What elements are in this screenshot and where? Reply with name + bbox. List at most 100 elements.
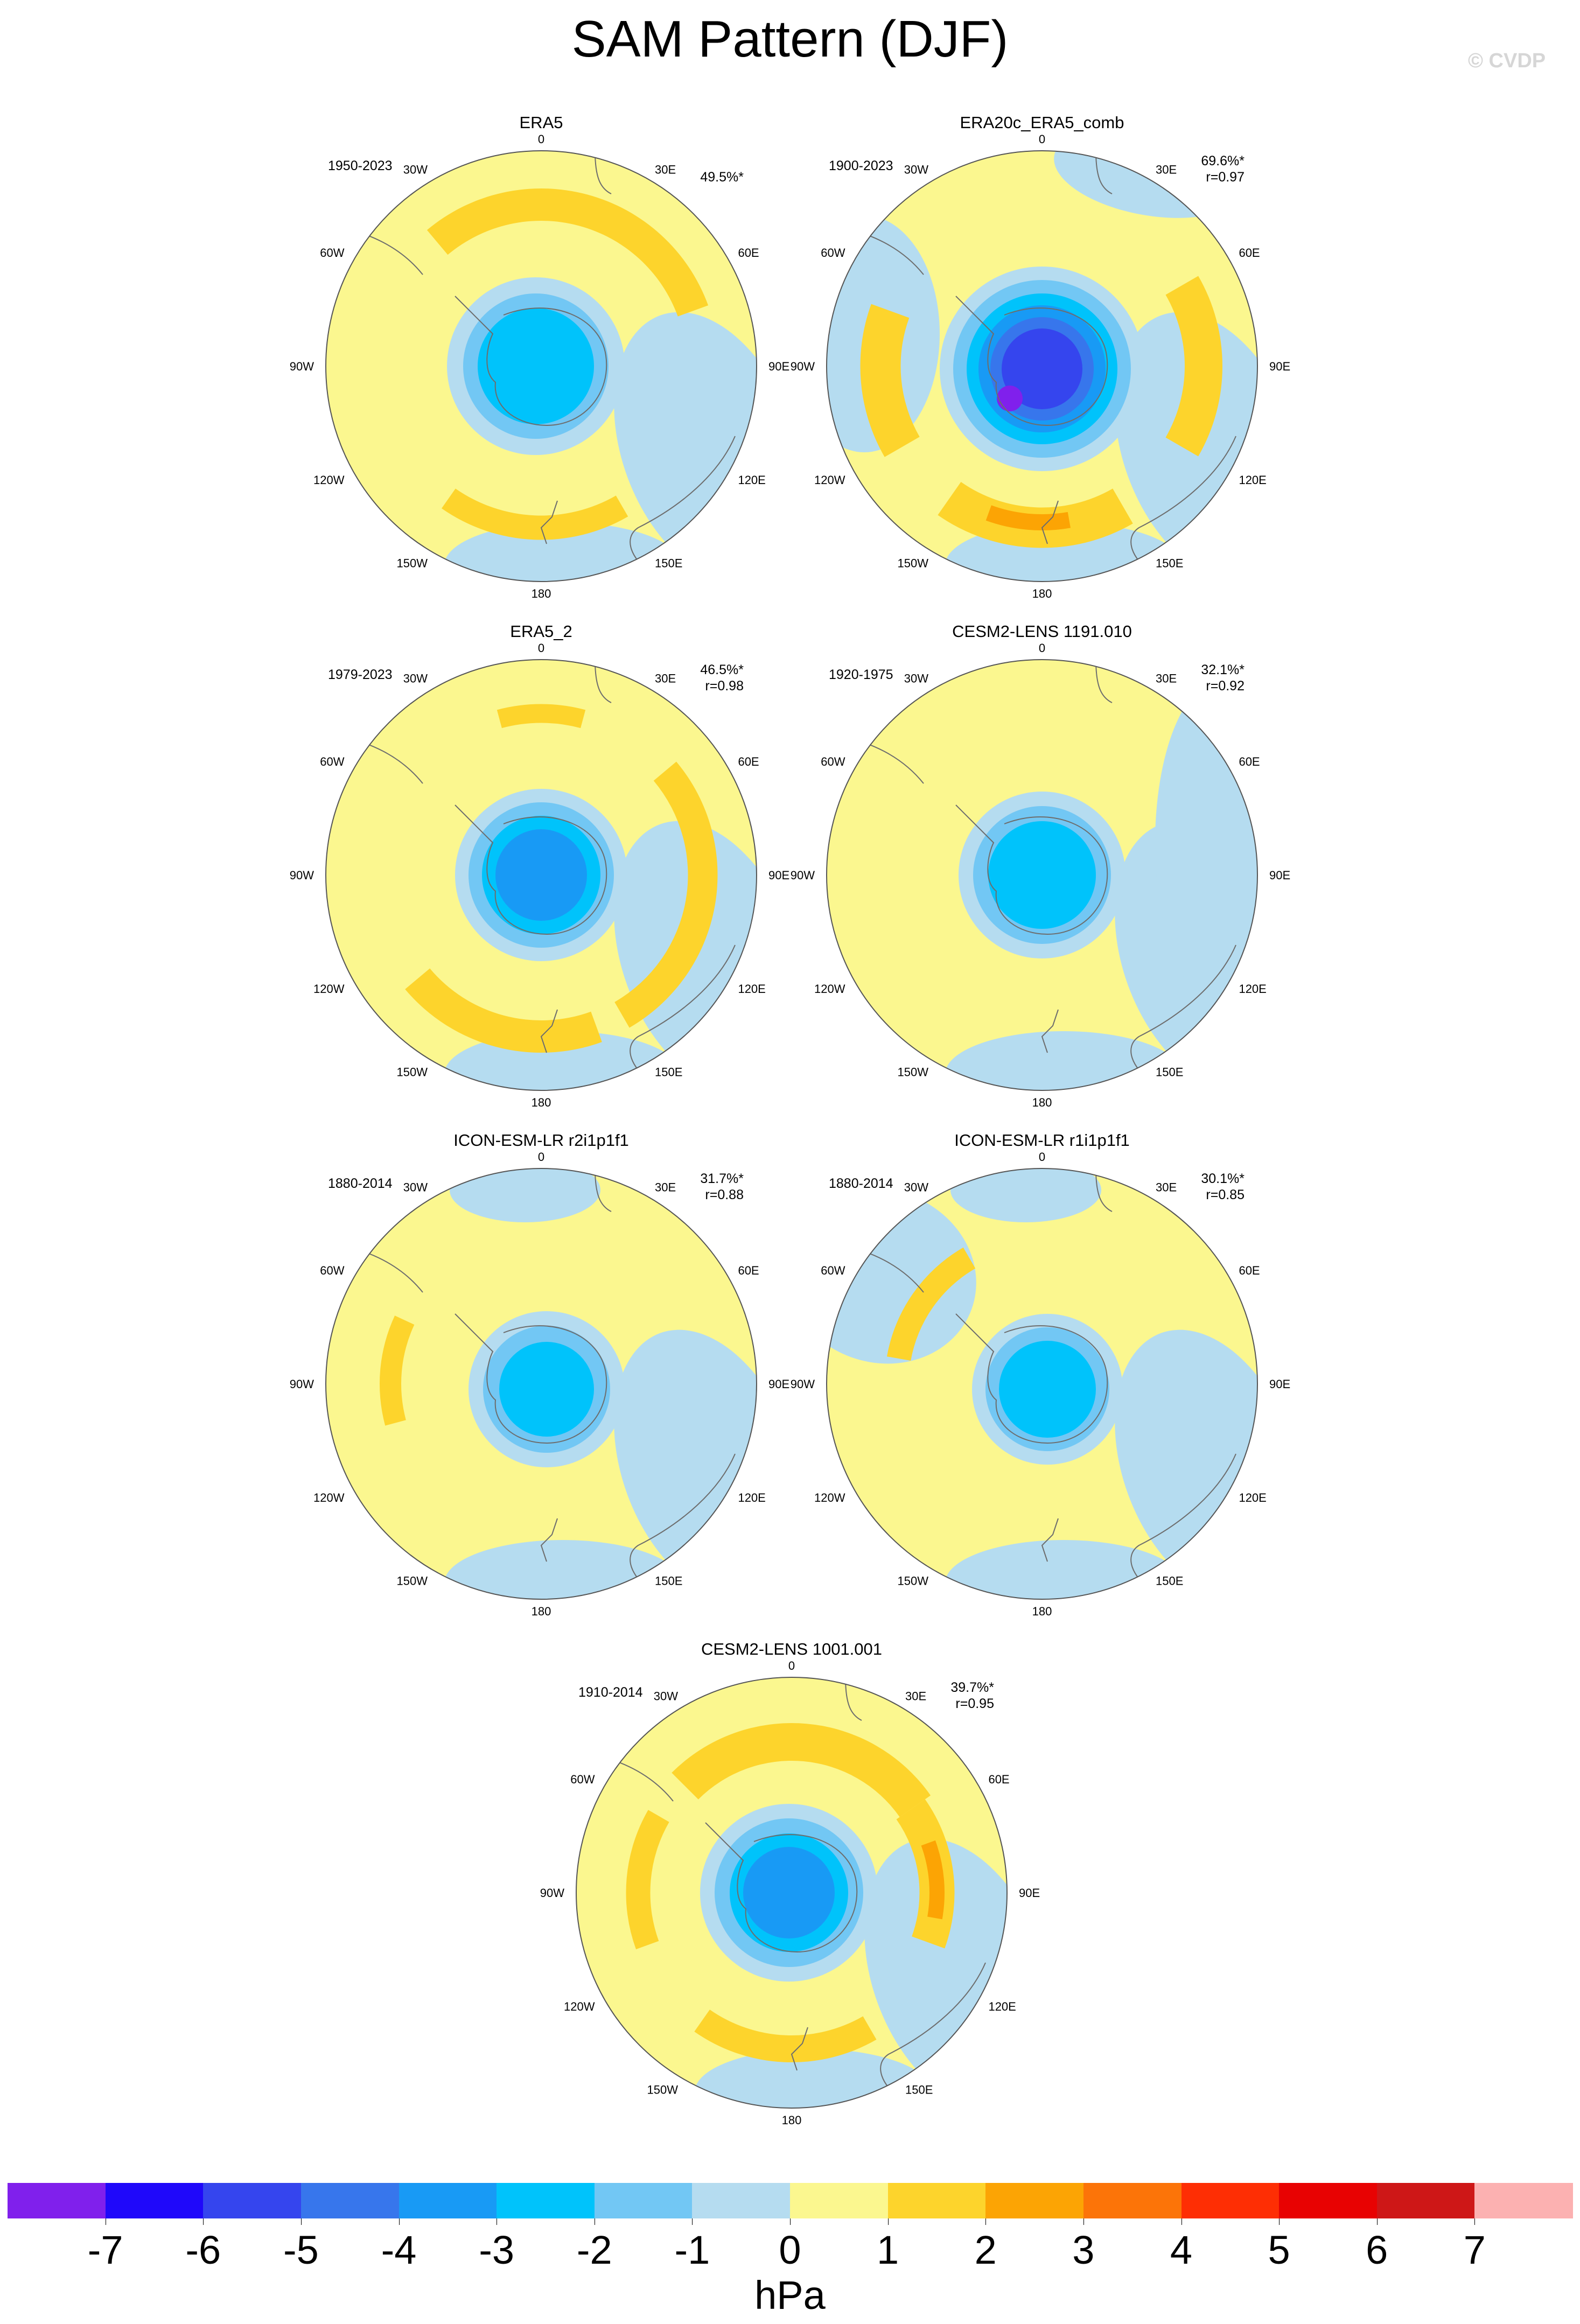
longitude-label: 0	[1039, 641, 1045, 655]
longitude-label: 60E	[738, 755, 759, 768]
colorbar-tick	[399, 2218, 400, 2225]
positive-anomaly-band	[860, 304, 920, 457]
variance-explained: 46.5%*	[700, 662, 744, 677]
australia-coastline	[1130, 944, 1236, 1080]
longitude-label: 90W	[791, 1377, 815, 1391]
longitude-label: 60W	[570, 1773, 595, 1786]
panel-stats: 49.5%*	[700, 169, 744, 185]
longitude-label: 180	[782, 2113, 802, 2127]
colorbar-label: 7	[1463, 2228, 1486, 2272]
longitude-label: 60W	[821, 1264, 845, 1277]
colorbar-swatch	[203, 2183, 302, 2218]
longitude-label: 90W	[791, 360, 815, 373]
pattern-correlation: r=0.95	[955, 1696, 994, 1711]
map-boundary	[576, 1677, 1008, 2109]
longitude-label: 0	[1039, 132, 1045, 146]
negative-anomaly-region	[444, 1031, 681, 1090]
longitude-label: 90W	[290, 1377, 314, 1391]
longitude-label: 30W	[904, 672, 928, 685]
new-zealand-coastline	[791, 2027, 808, 2071]
longitude-label: 150E	[1156, 1065, 1183, 1079]
colorbar-tick	[1474, 2218, 1476, 2225]
colorbar-swatch	[1083, 2183, 1182, 2218]
positive-anomaly-band	[626, 1810, 669, 1950]
negative-anomaly-contour	[1002, 328, 1082, 409]
map-fill	[326, 660, 757, 1090]
longitude-label: 0	[538, 1150, 544, 1164]
longitude-label: 120E	[738, 982, 765, 996]
panel-years: 1950-2023	[328, 158, 393, 173]
longitude-label: 180	[532, 587, 551, 600]
africa-coastline	[595, 151, 612, 194]
longitude-label: 90E	[1269, 869, 1290, 882]
pattern-correlation: r=0.85	[1206, 1187, 1245, 1202]
longitude-label: 60W	[320, 755, 344, 768]
colorbar-swatch	[497, 2183, 595, 2218]
longitude-label: 90W	[290, 360, 314, 373]
longitude-label: 60E	[738, 1264, 759, 1277]
africa-coastline	[1095, 1168, 1113, 1212]
colorbar-swatch	[887, 2183, 987, 2218]
longitude-label: 150E	[905, 2083, 933, 2096]
longitude-label: 120E	[988, 2000, 1016, 2013]
longitude-label: 90W	[540, 1886, 564, 1900]
panel-stats: 32.1%* r=0.92	[1201, 662, 1245, 694]
longitude-label: 60W	[821, 246, 845, 260]
colorbar-label: 5	[1268, 2228, 1290, 2272]
antarctica-coastline	[455, 296, 607, 426]
positive-anomaly-band	[1165, 276, 1222, 457]
panel-years: 1880-2014	[328, 1176, 393, 1191]
negative-anomaly-region	[444, 1540, 681, 1599]
variance-explained: 32.1%*	[1201, 662, 1245, 677]
colorbar-label: -5	[283, 2228, 319, 2272]
variance-explained: 39.7%*	[950, 1680, 994, 1695]
longitude-label: 120E	[1239, 1491, 1266, 1504]
positive-anomaly-band	[380, 1315, 415, 1426]
longitude-label: 60E	[738, 246, 759, 260]
colorbar-label: -7	[87, 2228, 123, 2272]
longitude-label: 120E	[1239, 982, 1266, 996]
variance-explained: 30.1%*	[1201, 1171, 1245, 1186]
antarctica-coastline	[455, 804, 607, 935]
longitude-label: 150W	[898, 1065, 929, 1079]
panel-title: CESM2-LENS 1001.001	[701, 1640, 883, 1658]
variance-explained: 69.6%*	[1201, 153, 1245, 169]
longitude-label: 30E	[655, 163, 676, 177]
panel-years: 1920-1975	[829, 667, 893, 682]
negative-anomaly-region	[444, 522, 681, 582]
colorbar-swatch	[594, 2183, 693, 2218]
australia-coastline	[1130, 436, 1236, 571]
panel-stats: 30.1%* r=0.85	[1201, 1171, 1245, 1203]
africa-coastline	[845, 1677, 862, 1721]
panel-stats: 46.5%* r=0.98	[700, 662, 744, 694]
colorbar-tick	[1376, 2218, 1378, 2225]
colorbar-tick	[692, 2218, 693, 2225]
polar-map: 0 30E 60E 90E 120E 150E 180 150W 120W 90W 60W 30W	[791, 641, 1290, 1109]
longitude-label: 120W	[814, 1491, 845, 1504]
longitude-label: 30E	[655, 672, 676, 685]
negative-anomaly-contour	[499, 1342, 594, 1437]
longitude-label: 0	[788, 1659, 795, 1672]
map-fill	[827, 660, 1257, 1090]
map-fill	[827, 1168, 1257, 1599]
longitude-label: 150E	[655, 1065, 682, 1079]
negative-anomaly-region	[945, 1540, 1182, 1599]
panel-years: 1880-2014	[829, 1176, 893, 1191]
map-panel-cesm2-lens-1001-001: CESM2-LENS 1001.001 1910-2014 39.7%* r=0…	[522, 1640, 1061, 2146]
positive-anomaly-band	[921, 1840, 945, 1920]
colorbar-label: -1	[674, 2228, 710, 2272]
map-panel-icon-esm-lr-r1i1p1f1: ICON-ESM-LR r1i1p1f1 1880-2014 30.1%* r=…	[773, 1131, 1311, 1637]
longitude-label: 180	[1032, 587, 1052, 600]
africa-coastline	[595, 1168, 612, 1212]
panel-title: ERA5	[519, 113, 563, 132]
positive-anomaly-band	[672, 1723, 931, 1817]
positive-anomaly-band	[886, 1247, 976, 1361]
panel-title: ERA20c_ERA5_comb	[960, 113, 1124, 132]
variance-explained: 31.7%*	[700, 1171, 744, 1186]
australia-coastline	[1130, 1453, 1236, 1589]
antarctica-coastline	[955, 804, 1108, 935]
panel-title: ICON-ESM-LR r1i1p1f1	[954, 1131, 1130, 1150]
map-fill	[827, 151, 1257, 582]
map-fill	[576, 1677, 1007, 2108]
longitude-label: 150E	[655, 1574, 682, 1587]
